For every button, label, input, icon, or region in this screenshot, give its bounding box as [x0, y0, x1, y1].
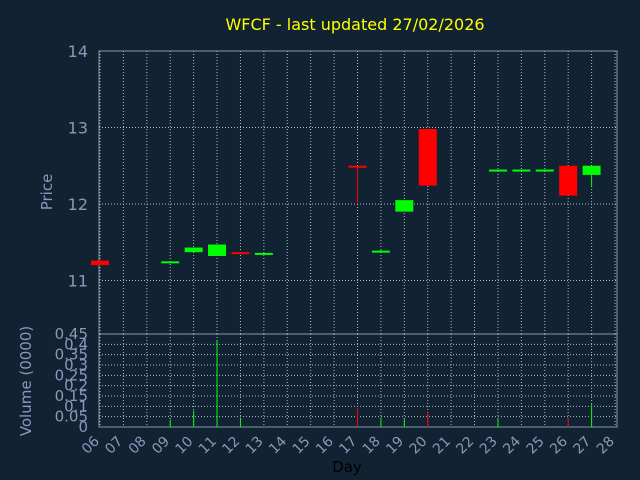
candle [395, 200, 414, 212]
candle [582, 165, 601, 188]
volume-tick-label: 0.4 [64, 335, 88, 353]
candle-body [488, 169, 507, 172]
price-axis-label: Price [38, 174, 56, 211]
candle [254, 252, 273, 255]
candle-body [418, 129, 437, 186]
candle-body [161, 261, 180, 264]
volume-tick-label: 0.1 [64, 397, 88, 415]
x-axis-label: Day [332, 458, 362, 476]
candle [535, 169, 554, 172]
candle-body [208, 244, 227, 256]
candle-body [395, 200, 414, 212]
volume-axis-label: Volume (0000) [17, 326, 35, 436]
volume-tick-label: 0.15 [55, 387, 88, 405]
candle-body [371, 250, 390, 253]
candle [488, 169, 507, 172]
volume-tick-label: 0 [78, 418, 88, 436]
x-axis-day-ticks: 06 07 08 09 10 11 12 13 14 15 16 17 18 19 20 21 22 23 24 25… [79, 433, 618, 457]
candle [208, 244, 227, 256]
price-tick-label: 14 [68, 42, 88, 61]
candle [161, 261, 180, 264]
volume-tick-label: 0.25 [55, 366, 88, 384]
candle [371, 249, 390, 253]
chart-title: WFCF - last updated 27/02/2026 [225, 15, 484, 34]
candle [512, 169, 531, 172]
candle [418, 129, 437, 186]
volume-tick-label: 0.45 [55, 325, 88, 343]
candle [91, 260, 109, 266]
candle-body [231, 252, 250, 255]
volume-tick-label: 0.2 [64, 377, 88, 395]
candle-body [582, 165, 601, 175]
candlesticks [91, 129, 601, 266]
candle-body [254, 252, 273, 255]
candle [559, 165, 578, 196]
volume-y-ticks: 00.050.10.150.20.250.30.350.40.45 [55, 325, 88, 436]
price-y-ticks: 11 12 13 14 [68, 42, 88, 290]
candle-body [184, 247, 203, 253]
volume-tick-label: 0.3 [64, 356, 88, 374]
candle [348, 165, 367, 204]
candle [231, 252, 250, 255]
volume-bars [169, 340, 593, 427]
candle-body [348, 165, 367, 168]
candle-body [535, 169, 554, 172]
candle [184, 247, 203, 253]
volume-panel: 00.050.10.150.20.250.30.350.40.45 Volume… [17, 325, 618, 436]
volume-tick-label: 0.05 [55, 408, 88, 426]
volume-tick-label: 0.35 [55, 346, 88, 364]
candle-body [512, 169, 531, 172]
price-tick-label: 11 [68, 271, 88, 290]
candle-body [559, 165, 578, 196]
price-tick-label: 13 [68, 118, 88, 137]
price-tick-label: 12 [68, 195, 88, 214]
candle-body [91, 260, 109, 266]
